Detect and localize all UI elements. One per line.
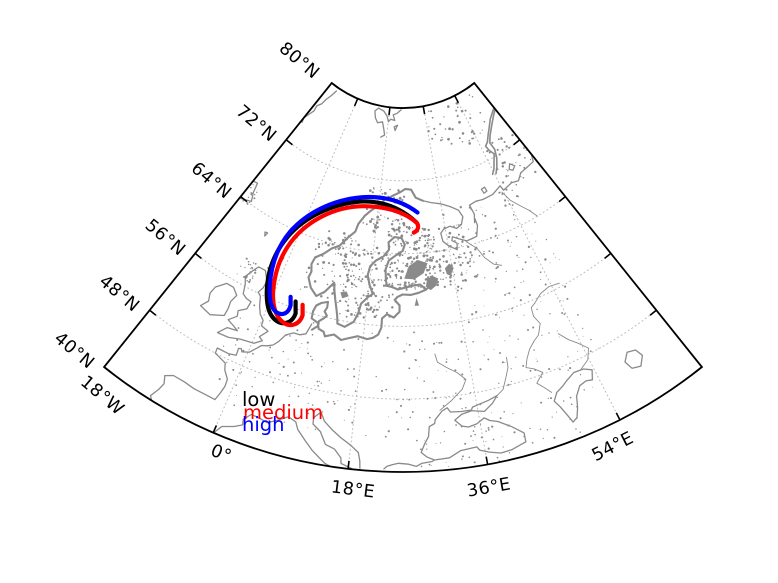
coastline-scandinavia-baltic: [307, 187, 428, 342]
tick-bottom-54e: [615, 412, 621, 421]
legend-item-high: high: [242, 412, 285, 436]
trajectory-high: [267, 194, 420, 317]
coastline-faroe: [264, 231, 269, 237]
coastline-great-britain: [216, 266, 269, 344]
tick-bottom-0e: [212, 425, 218, 434]
coastline-svalbard-edge-isle: [393, 124, 399, 132]
tick-left-80n: [331, 82, 339, 89]
tick-top-54e: [453, 95, 460, 104]
coastline-black-sea: [420, 394, 527, 461]
coastline-mediterranean-nw: [213, 413, 331, 467]
parallel-72n: [285, 139, 521, 182]
trajectories: [264, 194, 421, 328]
lake-peipus: [414, 297, 420, 306]
graticule: [149, 95, 657, 470]
coastline-vaygach: [508, 163, 516, 171]
coastline-west-europe: [149, 323, 313, 401]
tick-left-56n: [194, 252, 202, 260]
lake-vanern: [340, 291, 349, 299]
coastline-kolguyev: [480, 186, 488, 194]
tick-left-48n: [149, 309, 157, 316]
coastline-novaya-zemlya-e: [489, 104, 498, 175]
river-kama: [534, 282, 560, 304]
coastline-kola-white-sea: [422, 172, 522, 251]
coastline-caspian: [553, 368, 594, 423]
coastline-aral: [624, 349, 644, 369]
parallel-56n: [194, 252, 612, 327]
tick-right-72n: [513, 139, 521, 146]
tick-right-64n: [558, 195, 566, 203]
river-dnieper: [434, 353, 467, 411]
tick-bottom-36e: [485, 456, 489, 465]
coastline-novaya-zemlya-w: [484, 100, 497, 176]
meridian-54e: [454, 95, 621, 421]
river-volga: [525, 302, 553, 393]
tick-top-0e: [353, 98, 359, 107]
trajectory-medium: [270, 204, 421, 328]
lake-speckles: [218, 94, 599, 468]
tick-left-64n: [240, 195, 248, 203]
legend-item-medium: medium: [243, 400, 324, 424]
tick-bottom-18e: [347, 460, 350, 469]
tick-left-40n: [103, 366, 111, 373]
river-don: [496, 357, 509, 397]
tick-right-56n: [604, 252, 612, 260]
geography: [149, 90, 644, 470]
meridian-18e: [347, 106, 391, 470]
river-ural-river: [557, 333, 589, 370]
map-boundary: [102, 81, 704, 473]
coastline-aegean-marmara: [383, 459, 436, 470]
lake-onega: [444, 263, 454, 276]
tick-right-80n: [467, 82, 475, 89]
tick-top-36e: [422, 106, 426, 115]
tick-right-48n: [649, 309, 657, 316]
river-pechora: [501, 191, 538, 217]
legend-item-low: low: [242, 388, 276, 411]
tick-top-18e: [388, 107, 391, 116]
axis-ticks: [103, 82, 703, 469]
meridian-0e: [212, 98, 359, 434]
coastline-greenland-edge: [301, 90, 338, 123]
tick-left-72n: [285, 139, 293, 146]
river-n-dvina: [466, 241, 503, 266]
tick-right-40n: [695, 366, 703, 373]
coastline-ireland: [199, 282, 238, 317]
coastline-adriatic: [312, 411, 361, 469]
coastline-svalbard-main: [374, 107, 402, 138]
